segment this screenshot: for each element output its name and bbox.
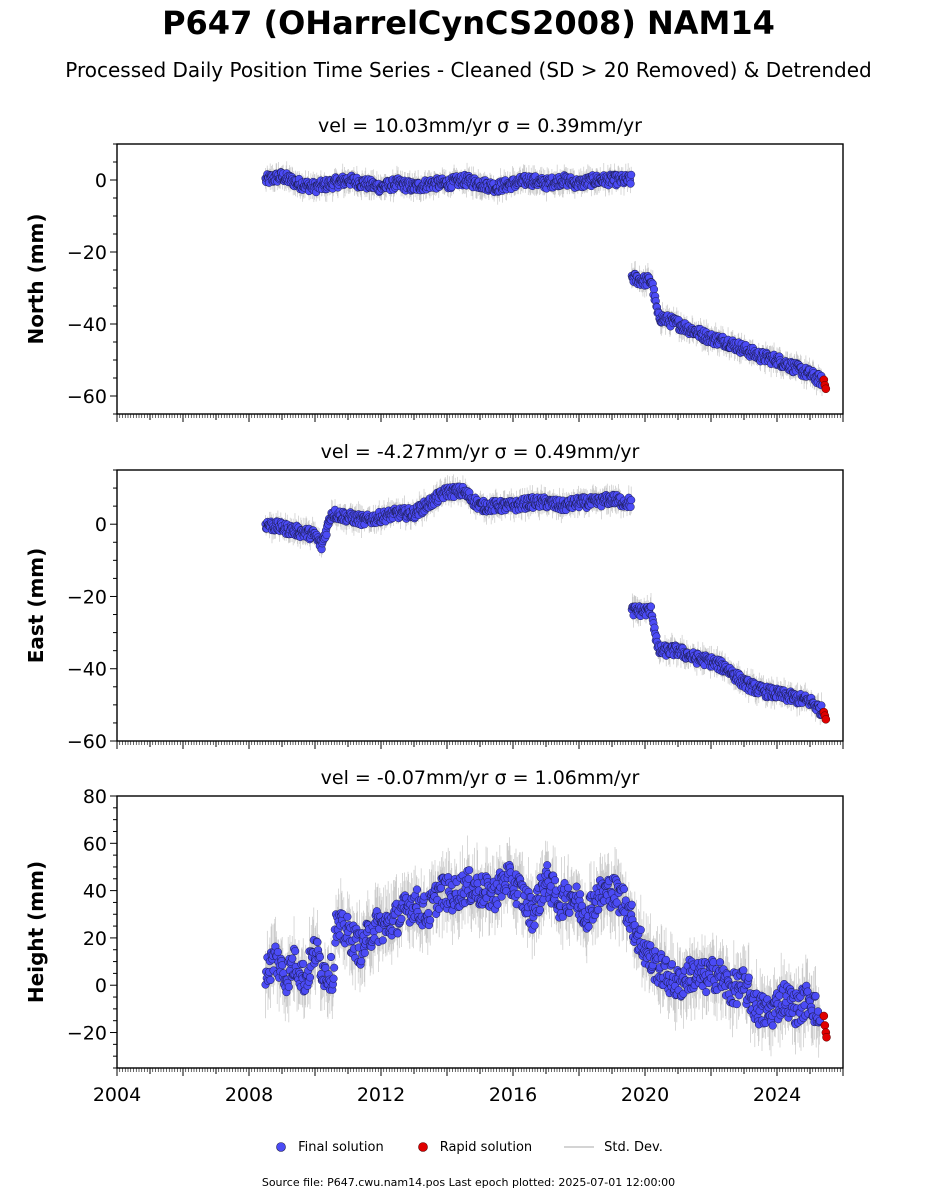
figure-subtitle: Processed Daily Position Time Series - C… [65,58,872,82]
north-panel-title: vel = 10.03mm/yr σ = 0.39mm/yr [318,115,642,137]
east-ytick-label: 0 [95,514,107,536]
east-final-point [322,530,331,539]
north-final-point [626,179,635,188]
east-final-point [627,496,636,505]
north-ylabel: North (mm) [24,213,48,344]
east-ytick-label: −20 [67,586,107,608]
east-final-point [646,602,656,611]
north-final-point [627,170,636,179]
north-ytick-label: −60 [67,386,107,408]
north-std-dev-bars [265,161,824,397]
north-ytick-label: 0 [95,170,107,192]
east-rapid-point [821,715,831,724]
east-ylabel: East (mm) [24,548,48,664]
height-panel: vel = -0.07mm/yr σ = 1.06mm/yr Height (mm… [24,767,844,1106]
figure-title: P647 (OHarrelCynCS2008) NAM14 [162,4,775,42]
east-panel-title: vel = -4.27mm/yr σ = 0.49mm/yr [321,441,640,463]
north-rapid-point [821,384,831,394]
east-ytick-label: −40 [67,659,107,681]
north-panel: vel = 10.03mm/yr σ = 0.39mm/yr North (mm)… [24,115,844,422]
east-rapid-points [819,707,831,724]
north-final-point [649,285,659,294]
height-ylabel: Height (mm) [24,861,48,1003]
east-final-point [626,502,635,511]
east-ytick-label: −60 [67,731,107,753]
height-panel-title: vel = -0.07mm/yr σ = 1.06mm/yr [321,767,640,789]
north-ytick-label: −40 [67,314,107,336]
north-ytick-label: −20 [67,242,107,264]
east-panel: vel = -4.27mm/yr σ = 0.49mm/yr East (mm) 0… [24,441,844,753]
north-rapid-points [819,375,831,394]
east-final-points [261,482,828,719]
north-final-points [261,168,828,390]
